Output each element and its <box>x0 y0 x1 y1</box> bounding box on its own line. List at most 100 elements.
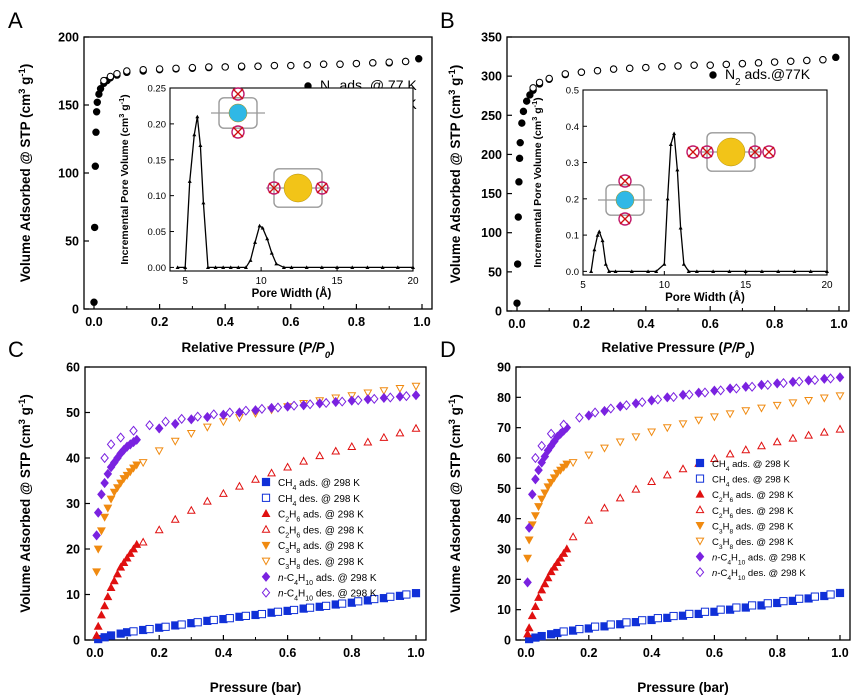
x-tick-label: 0.8 <box>343 646 360 660</box>
pore-point <box>711 269 716 273</box>
data-point <box>92 128 100 136</box>
legend-marker <box>695 537 705 546</box>
data-point <box>90 298 98 306</box>
legend-label: C3H8 ads. @ 298 K <box>278 541 364 555</box>
pore-point <box>319 265 324 270</box>
data-point <box>615 401 625 412</box>
x-tick-label: 0.8 <box>769 646 786 660</box>
panel-b: B 0 50 100 150 200 250 300 350 0.0 0.2 0.4 0.6 0.8 1.0… <box>440 8 850 361</box>
data-point <box>92 108 101 116</box>
metal-cluster <box>231 125 245 139</box>
data-point <box>132 461 142 470</box>
series-1 <box>100 57 410 85</box>
panel-d: D 0 10 20 30 40 50 60 70 80 90 0.0 0.2 0.4 0.6 0.8 1.0 Pr… <box>440 337 851 695</box>
pore-point <box>665 196 670 201</box>
data-point <box>299 400 308 411</box>
y-tick-label: 0 <box>72 303 79 317</box>
data-point <box>543 573 553 582</box>
data-point <box>322 601 331 610</box>
data-point <box>395 385 405 394</box>
data-point <box>331 396 341 408</box>
inset-y-tick-label: 0.3 <box>566 158 579 169</box>
pore-point <box>743 269 748 273</box>
data-point <box>647 395 656 406</box>
data-point <box>795 594 804 603</box>
data-point <box>626 64 634 73</box>
data-point <box>530 512 540 521</box>
inset-x-tick-label: 5 <box>580 280 586 291</box>
series-4 <box>92 461 142 577</box>
data-point <box>299 456 309 465</box>
data-point <box>524 623 534 632</box>
data-point <box>835 372 845 383</box>
series-7 <box>100 391 411 464</box>
panel-c: C 0 10 20 30 40 50 60 0.0 0.2 0.4 0.6 0.8 1.0 Pressure… <box>8 337 427 695</box>
metal-cluster <box>316 182 328 194</box>
data-point <box>315 451 325 460</box>
data-point <box>523 629 533 638</box>
pore-point <box>646 269 651 273</box>
x-tick-label: 0.0 <box>508 317 525 331</box>
data-point <box>518 119 526 127</box>
data-point <box>154 525 164 534</box>
data-point <box>352 59 361 68</box>
x-tick-label: 1.0 <box>413 315 430 329</box>
data-point <box>319 60 328 68</box>
x-tick-label: 0.4 <box>215 646 232 660</box>
y-tick-label: 200 <box>481 148 502 162</box>
pore-point <box>281 265 286 270</box>
data-point <box>722 60 730 69</box>
data-point <box>820 373 829 384</box>
data-point <box>575 412 584 423</box>
x-tick-label: 0.4 <box>637 317 654 331</box>
legend-label: C3H8 des. @ 298 K <box>712 537 794 551</box>
y-tick-label: 20 <box>497 573 511 587</box>
metal-cluster <box>686 145 700 159</box>
data-point <box>772 378 782 389</box>
data-point <box>203 411 212 423</box>
data-point <box>513 260 522 268</box>
pore-point <box>289 265 294 270</box>
data-point <box>804 375 813 386</box>
data-point <box>549 562 559 571</box>
series-6 <box>92 390 421 541</box>
legend-label: C3H8 des. @ 298 K <box>278 557 364 571</box>
data-point <box>546 428 556 439</box>
series-1 <box>129 590 411 636</box>
y-tick-label: 20 <box>66 543 80 557</box>
data-point <box>568 459 578 468</box>
data-point <box>779 377 788 389</box>
data-point <box>273 607 283 616</box>
data-point <box>669 391 678 403</box>
pore-point <box>213 265 218 270</box>
data-point <box>556 553 565 562</box>
data-point <box>154 423 164 434</box>
pore-point <box>365 265 370 270</box>
data-point <box>379 387 389 396</box>
data-point <box>336 60 344 68</box>
data-point <box>193 411 202 422</box>
data-point <box>725 383 735 394</box>
small-cage-structure <box>598 174 652 226</box>
data-point <box>819 56 827 64</box>
metal-cluster <box>619 213 631 225</box>
pore-point <box>759 269 764 273</box>
data-point <box>757 379 766 390</box>
y-tick-label: 50 <box>497 482 511 496</box>
pore-point <box>192 132 197 137</box>
x-tick-label: 0.6 <box>706 646 723 660</box>
data-point <box>92 630 102 639</box>
data-point <box>540 489 550 498</box>
legend-marker <box>695 474 705 483</box>
legend: CH4 ads. @ 298 K CH4 des. @ 298 K C2H6 ads… <box>261 477 377 602</box>
data-point <box>770 58 779 66</box>
data-point <box>129 544 138 553</box>
legend-marker <box>261 508 271 517</box>
pore-point <box>248 258 253 262</box>
data-point <box>172 64 180 72</box>
data-point <box>600 503 609 512</box>
x-tick-label: 0.2 <box>151 646 168 660</box>
data-point <box>658 63 666 71</box>
data-point <box>109 488 119 497</box>
data-point <box>138 459 148 468</box>
